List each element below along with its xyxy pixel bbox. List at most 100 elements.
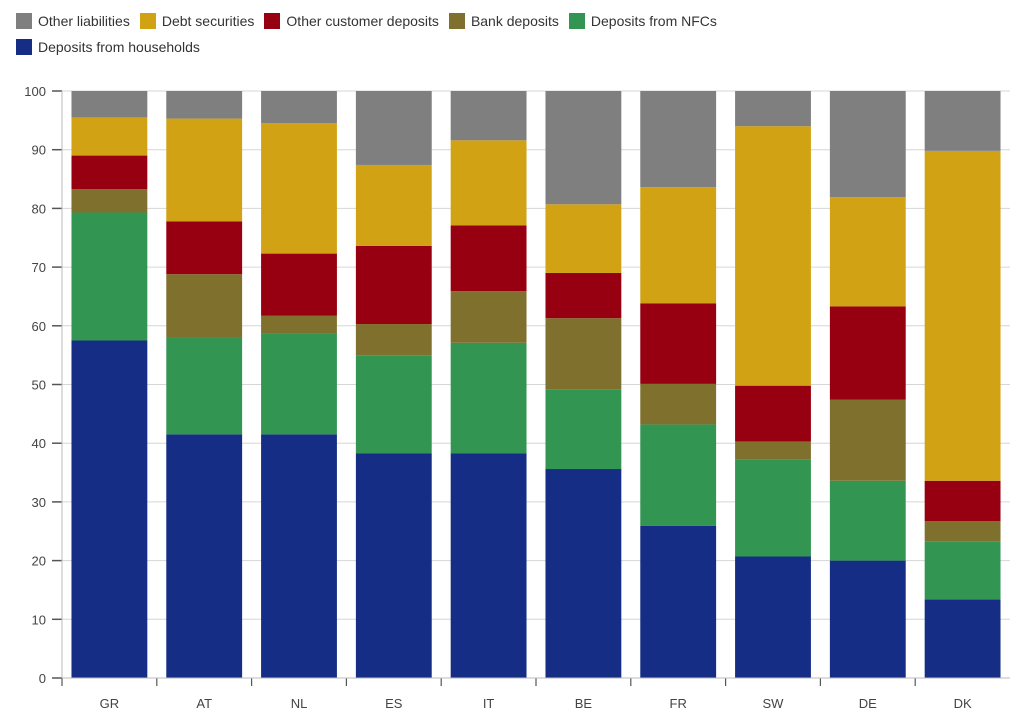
- legend-swatch: [568, 13, 585, 29]
- bar-group-es: [355, 91, 432, 678]
- bar-segment: [829, 91, 906, 198]
- bar-segment: [355, 453, 432, 678]
- bar-segment: [924, 541, 1001, 600]
- x-tick-label: BE: [575, 696, 593, 711]
- legend-item-other-customer-deposits: Other customer deposits: [264, 12, 439, 30]
- bar-group-gr: [71, 91, 148, 678]
- bar-segment: [166, 274, 243, 338]
- bar-segment: [166, 337, 243, 435]
- y-tick-label: 50: [32, 378, 46, 393]
- bar-segment: [545, 318, 622, 390]
- y-tick-label: 70: [32, 260, 46, 275]
- bar-segment: [735, 556, 811, 678]
- bar-segment: [545, 272, 622, 319]
- x-tick-label: DK: [954, 696, 972, 711]
- legend-swatch: [16, 13, 32, 29]
- bar-segment: [924, 91, 1001, 151]
- y-tick-label: 30: [32, 495, 46, 510]
- bar-segment: [450, 291, 527, 343]
- x-tick-label: IT: [483, 696, 495, 711]
- legend-item-debt-securities: Debt securities: [139, 12, 255, 30]
- legend-swatch: [264, 13, 281, 29]
- x-tick-label: FR: [670, 696, 687, 711]
- chart-legend: Other liabilities Debt securities Other …: [16, 12, 916, 56]
- bar-segment: [261, 434, 337, 678]
- y-tick-label: 10: [32, 612, 46, 627]
- bar-group-be: [545, 91, 622, 678]
- bar-segment: [355, 324, 432, 356]
- bar-segment: [355, 164, 432, 246]
- bar-segment: [450, 225, 527, 292]
- bar-segment: [261, 315, 337, 334]
- bar-segment: [640, 303, 717, 384]
- bar-group-nl: [261, 91, 337, 678]
- x-tick-label: GR: [100, 696, 120, 711]
- bar-segment: [71, 155, 148, 190]
- y-tick-label: 60: [32, 319, 46, 334]
- bar-segment: [545, 91, 622, 205]
- bar-segment: [829, 306, 906, 400]
- legend-item-bank-deposits: Bank deposits: [448, 12, 559, 30]
- bar-segment: [71, 340, 148, 678]
- axes: 0 10 20 30 40 50 60 70 80 90 100 GR AT NL ES IT BE FR SW DE…: [24, 84, 1010, 711]
- bar-segment: [355, 91, 432, 165]
- y-tick-label: 40: [32, 436, 46, 451]
- bar-segment: [640, 424, 717, 526]
- x-tick-label: ES: [385, 696, 403, 711]
- bar-segment: [735, 91, 811, 127]
- bar-segment: [829, 480, 906, 561]
- y-tick-label: 20: [32, 554, 46, 569]
- bar-segment: [355, 245, 432, 325]
- bar-segment: [829, 399, 906, 481]
- legend-item-deposits-from-nfcs: Deposits from NFCs: [568, 12, 717, 30]
- bar-segment: [829, 197, 906, 307]
- legend-label: Deposits from households: [38, 39, 200, 55]
- bar-segment: [450, 140, 527, 226]
- x-tick-label: SW: [763, 696, 785, 711]
- bar-segment: [545, 469, 622, 678]
- bar-segment: [71, 91, 148, 118]
- bar-segment: [735, 126, 811, 386]
- x-tick-label: DE: [859, 696, 877, 711]
- bar-segment: [924, 599, 1001, 678]
- bar-segment: [735, 441, 811, 460]
- bar-segment: [166, 434, 243, 678]
- bar-segment: [450, 342, 527, 454]
- bar-segment: [166, 91, 243, 119]
- bar-segment: [640, 187, 717, 304]
- bar-group-it: [450, 91, 527, 678]
- legend-label: Other customer deposits: [286, 13, 439, 29]
- legend-item-deposits-from-households: Deposits from households: [16, 38, 906, 56]
- legend-label: Deposits from NFCs: [590, 13, 717, 29]
- bar-group-at: [166, 91, 243, 678]
- bar-segment: [924, 480, 1001, 522]
- bar-segment: [71, 189, 148, 213]
- legend-label: Debt securities: [161, 13, 255, 29]
- legend-swatch: [16, 39, 32, 55]
- y-tick-label: 80: [32, 201, 46, 216]
- bar-segment: [640, 525, 717, 678]
- bar-segment: [545, 204, 622, 273]
- bars: [71, 91, 1001, 678]
- y-tick-label: 100: [24, 84, 46, 99]
- bar-group-sw: [735, 91, 811, 678]
- bar-segment: [545, 389, 622, 470]
- legend-item-other-liabilities: Other liabilities: [16, 12, 130, 30]
- bar-group-de: [829, 91, 906, 678]
- bar-segment: [450, 91, 527, 141]
- bar-group-fr: [640, 91, 717, 678]
- bar-segment: [924, 150, 1001, 481]
- bar-segment: [71, 117, 148, 156]
- legend-label: Bank deposits: [470, 13, 559, 29]
- bar-segment: [261, 333, 337, 435]
- bar-segment: [355, 355, 432, 454]
- legend-swatch: [448, 13, 465, 29]
- bar-segment: [735, 459, 811, 557]
- bar-segment: [71, 212, 148, 341]
- bar-segment: [640, 383, 717, 425]
- legend-label: Other liabilities: [38, 13, 130, 29]
- x-tick-label: AT: [196, 696, 212, 711]
- bar-segment: [261, 91, 337, 124]
- bar-segment: [829, 560, 906, 678]
